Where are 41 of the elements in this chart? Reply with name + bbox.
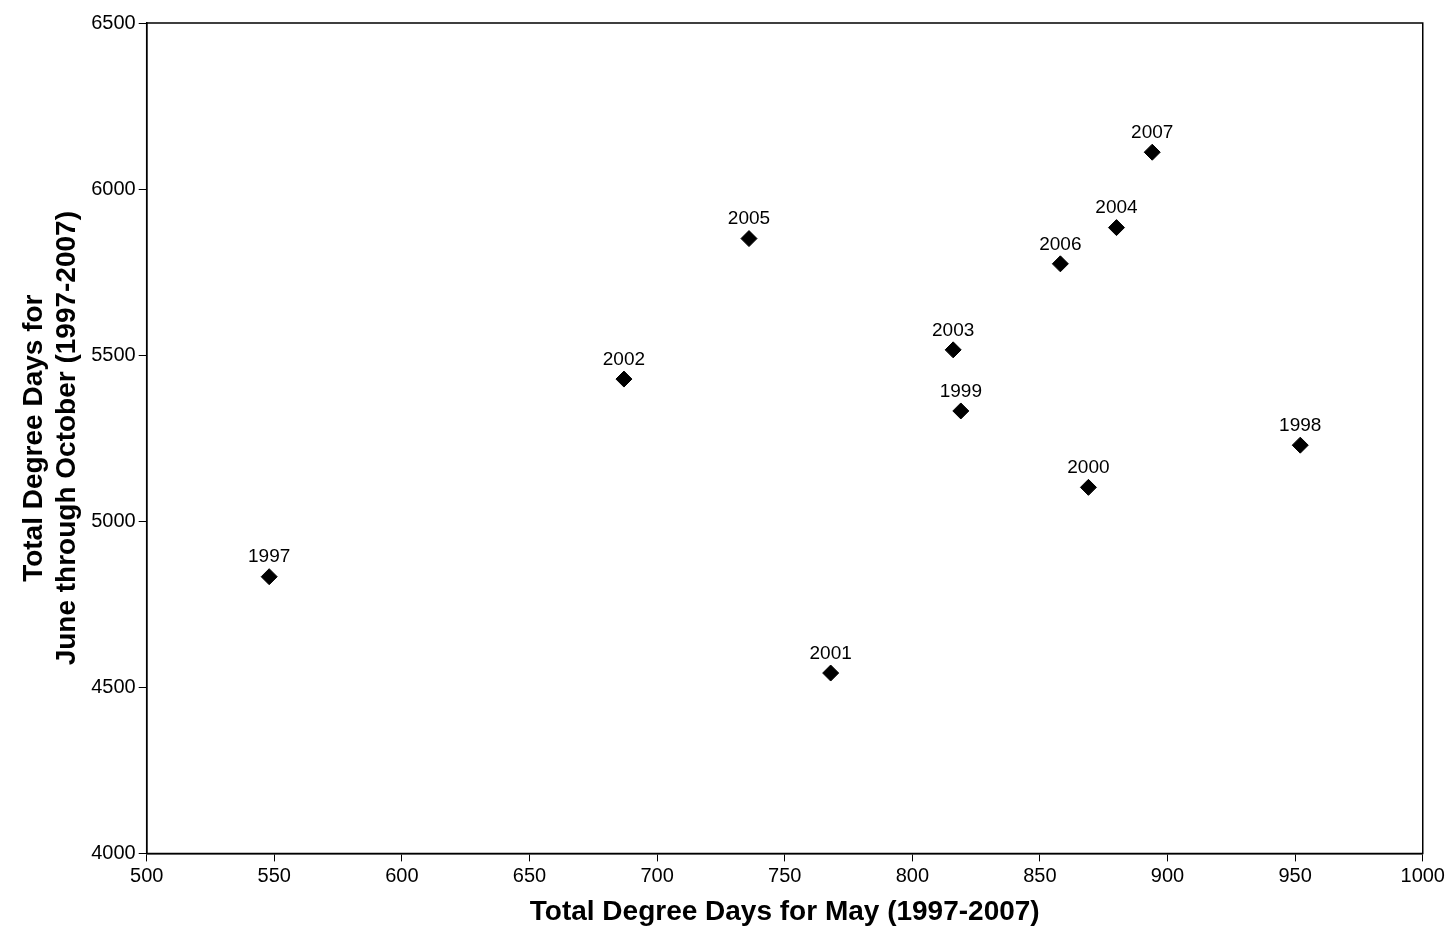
x-axis-title: Total Degree Days for May (1997-2007) (529, 894, 1040, 926)
point (944, 341, 962, 359)
x-tick-label: 750 (768, 863, 802, 886)
x-tick-label: 500 (130, 863, 164, 886)
annotation: 2007 (1131, 120, 1174, 142)
annotation: 2006 (1039, 232, 1082, 254)
x-tick-label: 700 (640, 863, 674, 886)
annotation: 2005 (727, 207, 771, 229)
annotation: 1999 (939, 379, 982, 401)
annotation: 1998 (1279, 413, 1322, 435)
annotation: 2001 (809, 641, 852, 663)
point (952, 402, 970, 420)
x-tick-label: 550 (257, 863, 291, 886)
point (1079, 478, 1097, 496)
x-tick-label: 900 (1150, 863, 1185, 886)
y-tick-label: 6500 (91, 10, 136, 33)
point (1291, 436, 1309, 454)
x-tick-label: 650 (512, 863, 547, 886)
x-tick-label: 800 (895, 863, 930, 886)
annotation: 2000 (1067, 456, 1110, 478)
y-tick-label: 6000 (91, 176, 136, 199)
x-tick-label: 850 (1023, 863, 1057, 886)
annotation: 2003 (932, 318, 975, 340)
point (1051, 255, 1069, 273)
y-tick-label: 5500 (91, 342, 136, 365)
x-tick-label: 600 (385, 863, 419, 886)
point (822, 664, 840, 682)
y-tick-label: 4000 (91, 840, 136, 863)
x-tick-label: 950 (1278, 863, 1312, 886)
y-tick-label: 4500 (91, 674, 136, 697)
x-tick-label: 1000 (1400, 863, 1445, 886)
annotation: 1997 (248, 545, 291, 567)
y-axis-title: Total Degree Days for June through October (1997-2007) (16, 211, 82, 666)
annotation: 2002 (602, 347, 646, 369)
annotation: 2004 (1095, 196, 1139, 218)
point (1143, 143, 1161, 161)
point (1108, 219, 1125, 237)
point (615, 370, 633, 388)
point (740, 230, 758, 248)
y-tick-label: 5000 (91, 508, 136, 531)
point (260, 568, 278, 586)
